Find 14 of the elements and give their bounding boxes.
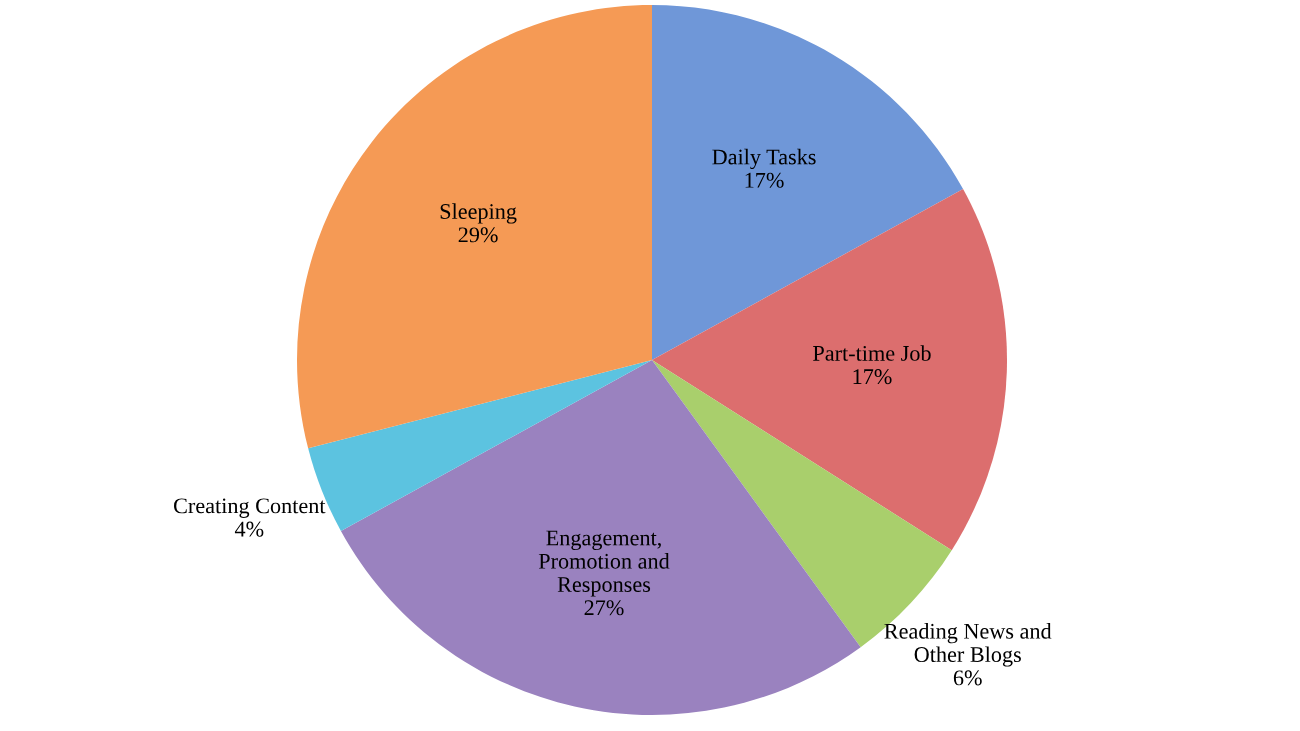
- data-label: 4%: [234, 521, 264, 537]
- pie-slice: [652, 5, 964, 360]
- data-label: 17%: [745, 172, 784, 188]
- data-label: 27%: [584, 600, 624, 616]
- data-label: 6%: [953, 670, 982, 686]
- slice-label: Reading News and Other Blogs: [884, 623, 1052, 667]
- pie-slice: [297, 5, 652, 449]
- slice-label: Part-time Job: [813, 345, 931, 361]
- slice-label: Daily Tasks: [712, 148, 816, 170]
- slice-label: Sleeping: [440, 203, 517, 224]
- slice-label: Creating Content: [174, 498, 326, 518]
- data-label: 29%: [458, 227, 498, 243]
- slice-label: Engagement, Promotion and Responses: [538, 530, 670, 597]
- data-label: 17%: [853, 369, 892, 385]
